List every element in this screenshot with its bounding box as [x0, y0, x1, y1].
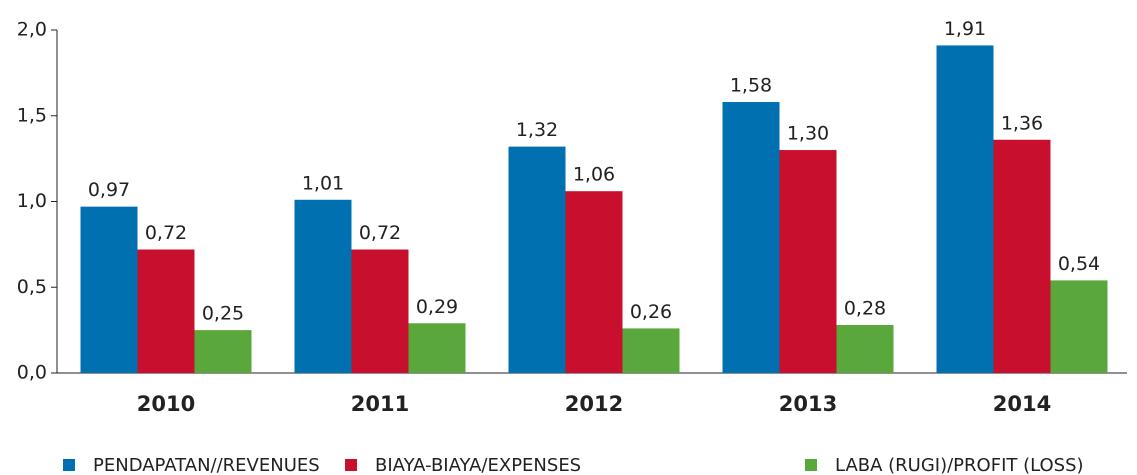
y-tick-label: 1,5: [17, 104, 47, 126]
value-label: 1,06: [573, 164, 615, 186]
value-label: 0,54: [1058, 253, 1100, 275]
x-tick-label: 2010: [137, 392, 195, 416]
y-tick-label: 1,0: [17, 190, 47, 212]
legend-swatch: [805, 459, 817, 471]
value-label: 0,25: [202, 303, 244, 325]
legend-label: PENDAPATAN//REVENUES: [93, 455, 320, 475]
bar: [622, 328, 680, 373]
bar: [836, 324, 894, 373]
value-label: 0,26: [630, 301, 672, 323]
value-label: 0,97: [88, 179, 130, 201]
bar: [936, 45, 994, 374]
bar: [565, 191, 623, 373]
legend-label: LABA (RUGI)/PROFIT (LOSS): [835, 455, 1084, 475]
x-tick-label: 2013: [779, 392, 837, 416]
y-tick-label: 0,5: [17, 276, 47, 298]
x-tick-label: 2014: [993, 392, 1051, 416]
value-label: 1,32: [516, 119, 558, 141]
bar: [722, 102, 780, 373]
bar: [294, 199, 352, 373]
legend-swatch: [345, 459, 357, 471]
y-tick-label: 0,0: [17, 362, 47, 384]
value-label: 0,28: [844, 297, 886, 319]
bar: [194, 330, 252, 373]
value-label: 1,91: [944, 18, 986, 40]
value-label: 0,72: [359, 222, 401, 244]
bar: [993, 139, 1051, 373]
x-tick-label: 2012: [565, 392, 623, 416]
value-label: 0,29: [416, 296, 458, 318]
bar: [1050, 280, 1108, 373]
value-label: 1,36: [1001, 112, 1043, 134]
value-label: 1,01: [302, 172, 344, 194]
legend-label: BIAYA-BIAYA/EXPENSES: [375, 455, 581, 475]
y-tick-label: 2,0: [17, 19, 47, 41]
bar: [137, 249, 195, 373]
value-label: 0,72: [145, 222, 187, 244]
bar: [508, 146, 566, 373]
x-tick-label: 2011: [351, 392, 409, 416]
value-label: 1,30: [787, 123, 829, 145]
legend-swatch: [63, 459, 75, 471]
value-label: 1,58: [730, 75, 772, 97]
bar: [779, 150, 837, 373]
bar: [408, 323, 466, 373]
bar: [351, 249, 409, 373]
bar: [80, 206, 138, 373]
